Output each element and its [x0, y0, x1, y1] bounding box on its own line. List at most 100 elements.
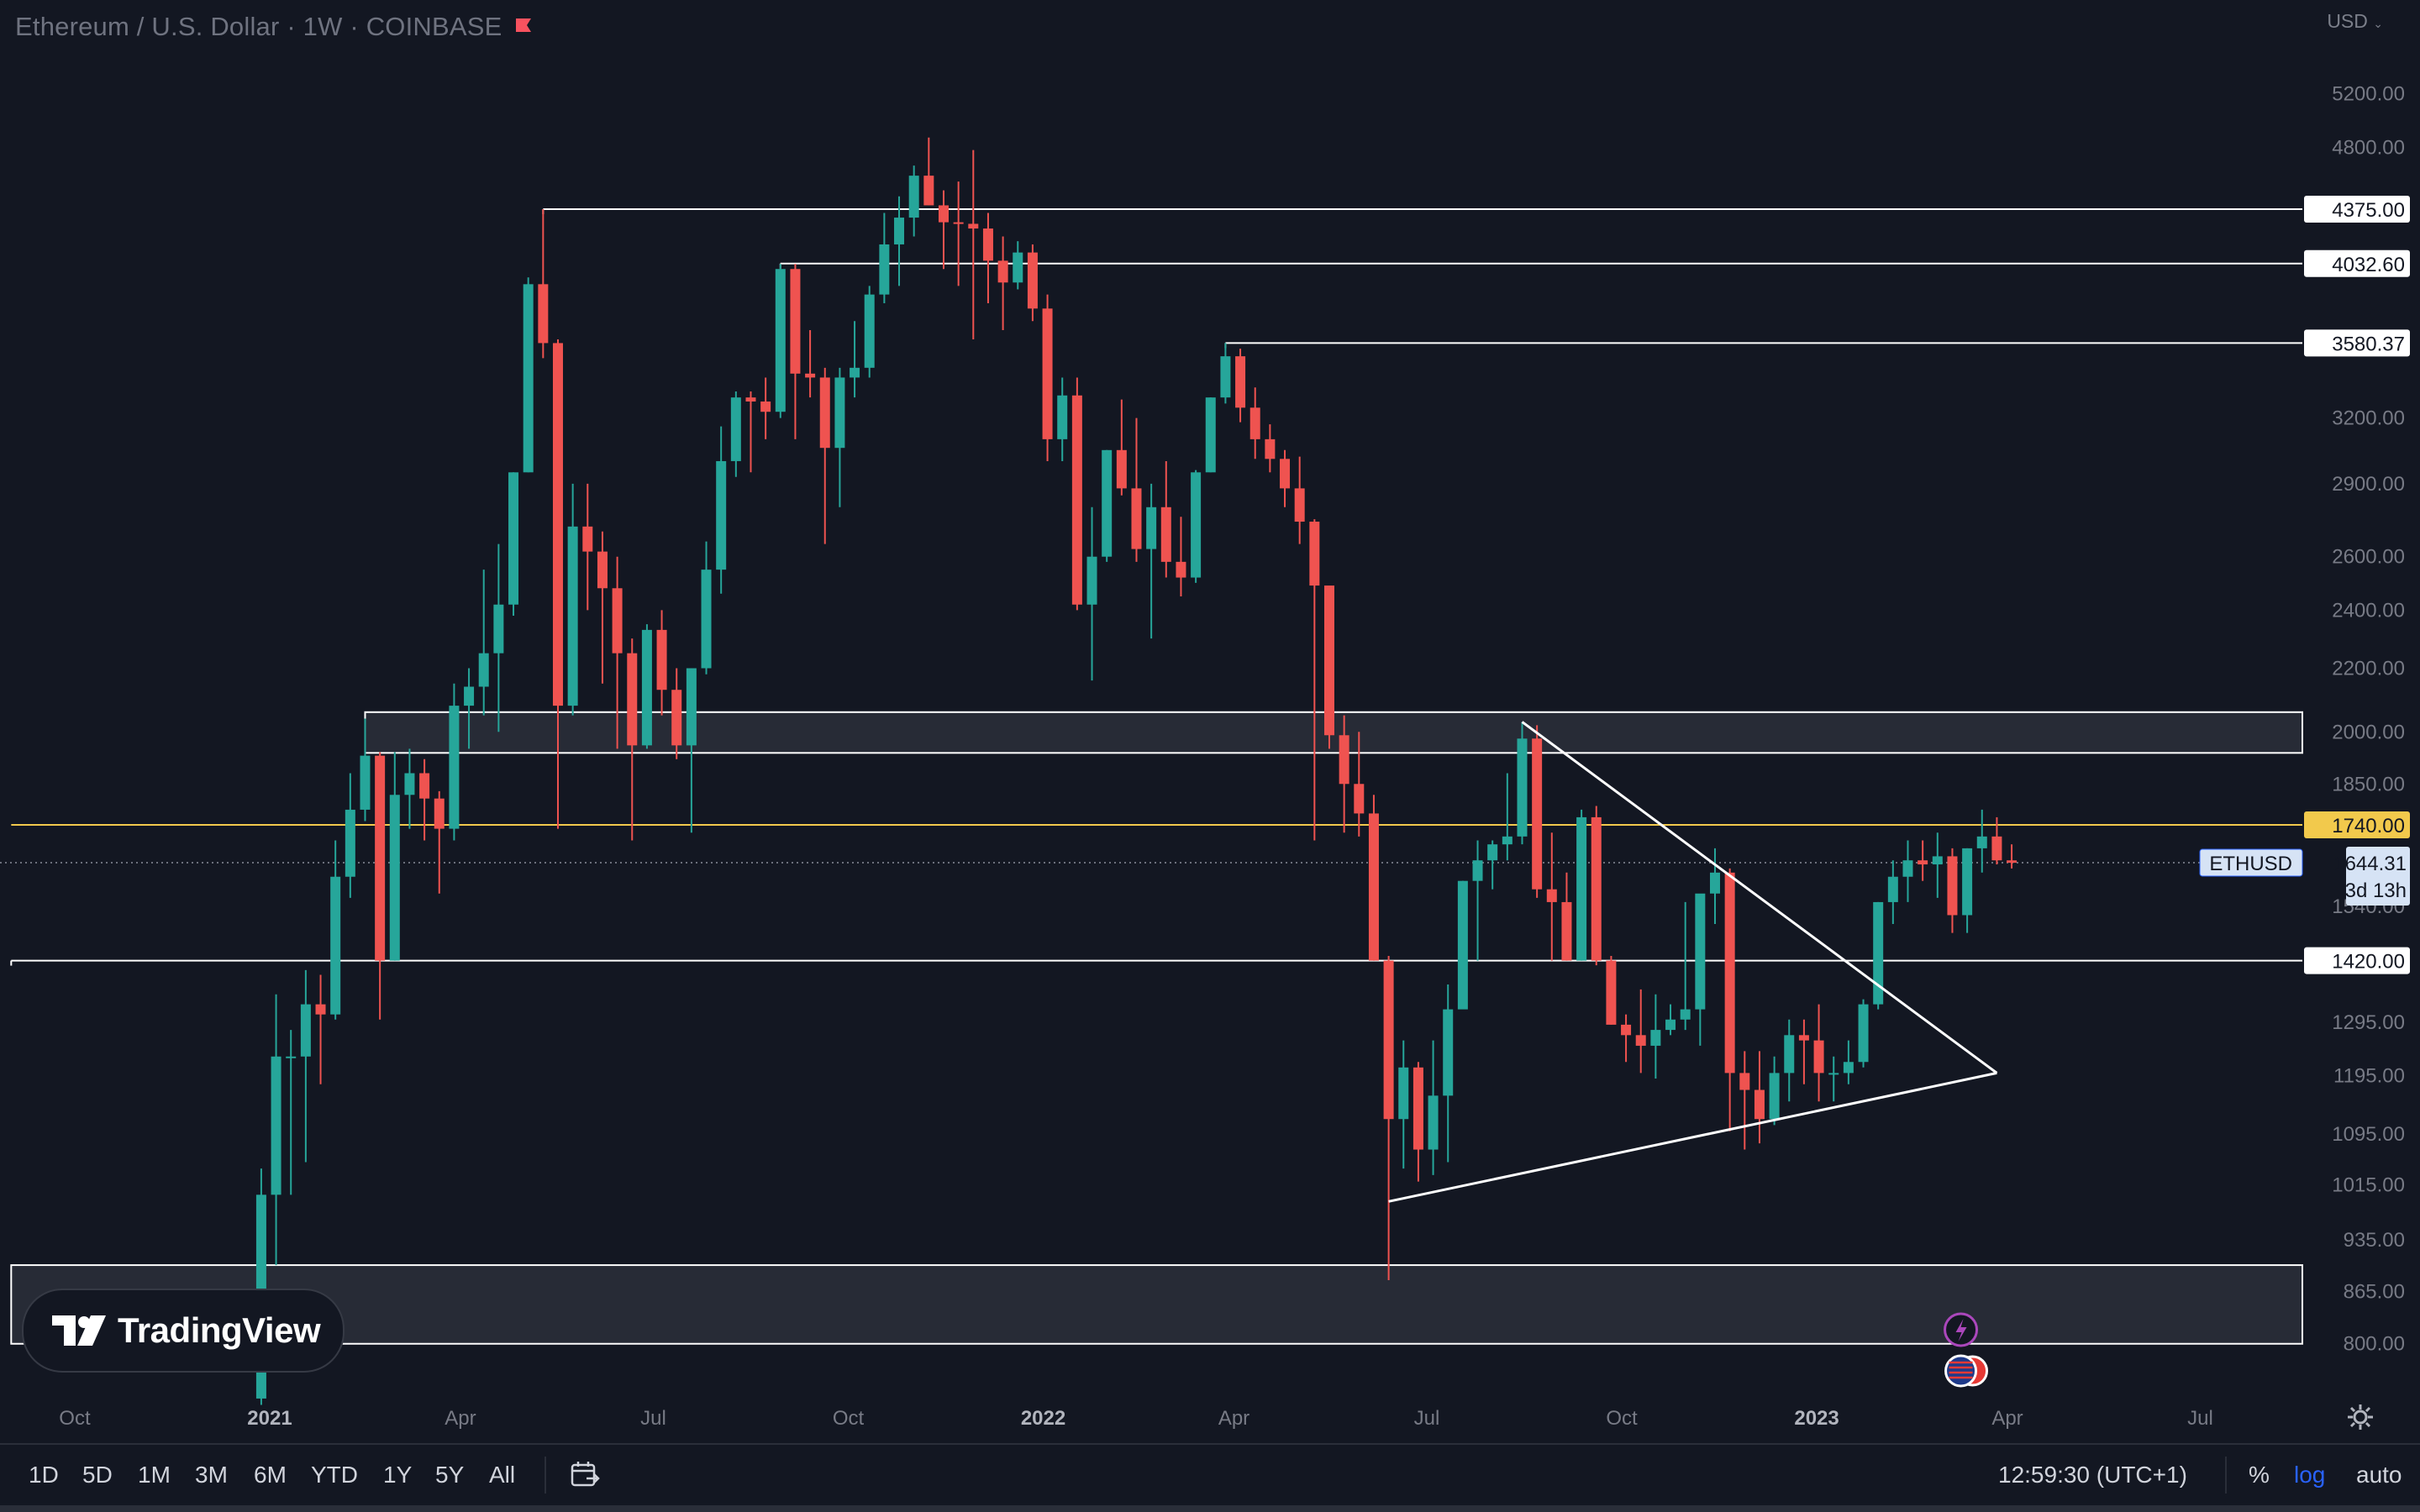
candle-body[interactable]	[2007, 860, 2018, 864]
candle-body[interactable]	[850, 367, 860, 378]
candle-body[interactable]	[1323, 585, 1334, 736]
candle-body[interactable]	[345, 809, 355, 877]
candle-body[interactable]	[1932, 856, 1943, 865]
candle-body[interactable]	[1947, 856, 1958, 916]
candle-body[interactable]	[1443, 1009, 1454, 1096]
candle-body[interactable]	[908, 176, 919, 218]
candle-body[interactable]	[1086, 556, 1097, 605]
candle-body[interactable]	[627, 653, 638, 746]
candle-body[interactable]	[1976, 836, 1987, 848]
candle-body[interactable]	[1769, 1073, 1780, 1120]
candle-body[interactable]	[330, 876, 341, 1015]
candle-body[interactable]	[1517, 738, 1528, 837]
candle-body[interactable]	[864, 294, 875, 368]
tradingview-logo[interactable]: TradingView	[22, 1289, 345, 1373]
candle-body[interactable]	[1339, 735, 1349, 785]
candle-body[interactable]	[1235, 356, 1246, 408]
candle-body[interactable]	[1784, 1035, 1795, 1074]
candle-body[interactable]	[1280, 459, 1291, 489]
candle-body[interactable]	[1502, 836, 1512, 845]
candle-body[interactable]	[1606, 960, 1617, 1025]
candle-body[interactable]	[1754, 1089, 1765, 1120]
candle-body[interactable]	[1591, 816, 1602, 961]
candle-body[interactable]	[953, 222, 964, 224]
candle-body[interactable]	[1160, 507, 1171, 562]
candle-body[interactable]	[1220, 356, 1231, 398]
triangle-lower-trendline[interactable]	[1388, 1071, 1997, 1203]
candle-body[interactable]	[879, 244, 890, 295]
auto-scale-toggle[interactable]: auto	[2356, 1462, 2402, 1488]
candle-body[interactable]	[730, 397, 741, 461]
range-3m-button[interactable]: 3M	[195, 1462, 228, 1488]
candle-body[interactable]	[1546, 889, 1557, 902]
support-resistance-zone[interactable]	[10, 1264, 2304, 1345]
candle-body[interactable]	[597, 551, 608, 589]
range-1y-button[interactable]: 1Y	[383, 1462, 413, 1488]
candle-body[interactable]	[567, 526, 578, 706]
candle-body[interactable]	[1709, 872, 1720, 894]
candle-body[interactable]	[1695, 893, 1706, 1010]
candle-body[interactable]	[1962, 848, 1973, 916]
range-1m-button[interactable]: 1M	[138, 1462, 171, 1488]
candle-body[interactable]	[434, 798, 445, 829]
candle-body[interactable]	[508, 472, 519, 605]
candle-body[interactable]	[582, 526, 593, 552]
candle-body[interactable]	[1798, 1035, 1809, 1041]
candle-body[interactable]	[1042, 308, 1053, 439]
candle-body[interactable]	[1680, 1009, 1691, 1020]
candle-body[interactable]	[686, 668, 697, 746]
candle-body[interactable]	[271, 1056, 281, 1195]
candle-body[interactable]	[1205, 397, 1216, 473]
candle-body[interactable]	[938, 205, 949, 223]
candle-body[interactable]	[1887, 876, 1898, 902]
candle-body[interactable]	[1309, 522, 1320, 586]
candle-body[interactable]	[805, 373, 816, 378]
candle-body[interactable]	[389, 795, 400, 961]
range-ytd-button[interactable]: YTD	[311, 1462, 358, 1488]
flag-icon[interactable]	[514, 17, 533, 34]
candle-body[interactable]	[968, 223, 979, 229]
candle-body[interactable]	[1013, 252, 1023, 283]
candle-body[interactable]	[1457, 880, 1468, 1010]
candle-body[interactable]	[478, 653, 489, 687]
clock-time[interactable]: 12:59:30 (UTC+1)	[1998, 1462, 2187, 1488]
candle-body[interactable]	[1071, 395, 1082, 605]
range-5y-button[interactable]: 5Y	[435, 1462, 465, 1488]
candle-body[interactable]	[419, 773, 430, 799]
candle-body[interactable]	[671, 690, 682, 746]
candle-body[interactable]	[1176, 561, 1186, 578]
candle-body[interactable]	[1265, 438, 1276, 459]
candle-body[interactable]	[819, 377, 830, 449]
candle-body[interactable]	[315, 1004, 326, 1015]
candle-body[interactable]	[1472, 860, 1483, 881]
candle-body[interactable]	[612, 588, 623, 654]
log-scale-toggle[interactable]: log	[2294, 1462, 2326, 1488]
range-6m-button[interactable]: 6M	[254, 1462, 287, 1488]
candle-body[interactable]	[375, 755, 386, 961]
percent-scale-toggle[interactable]: %	[2249, 1462, 2270, 1488]
candle-body[interactable]	[1102, 449, 1113, 557]
candle-body[interactable]	[1532, 738, 1543, 890]
candle-body[interactable]	[1724, 872, 1735, 1074]
candle-body[interactable]	[1918, 860, 1928, 865]
candle-body[interactable]	[923, 176, 934, 206]
candle-body[interactable]	[552, 343, 563, 706]
candle-body[interactable]	[1813, 1040, 1824, 1074]
candle-body[interactable]	[1576, 816, 1587, 961]
settings-gear-icon[interactable]	[2346, 1403, 2375, 1431]
candle-body[interactable]	[1991, 836, 2002, 861]
candle-body[interactable]	[1739, 1073, 1750, 1090]
candle-body[interactable]	[1621, 1024, 1632, 1036]
candle-body[interactable]	[523, 284, 534, 473]
currency-selector[interactable]: USD ⌄	[2327, 10, 2383, 33]
candle-body[interactable]	[360, 755, 371, 810]
candle-body[interactable]	[1487, 844, 1498, 861]
candle-body[interactable]	[1828, 1073, 1839, 1075]
triangle-upper-trendline[interactable]	[1521, 721, 1998, 1074]
candle-body[interactable]	[1368, 813, 1379, 961]
candle-body[interactable]	[701, 570, 712, 669]
candle-body[interactable]	[997, 260, 1008, 283]
candle-body[interactable]	[760, 402, 771, 412]
candle-body[interactable]	[1191, 472, 1202, 578]
candle-body[interactable]	[1635, 1035, 1646, 1046]
